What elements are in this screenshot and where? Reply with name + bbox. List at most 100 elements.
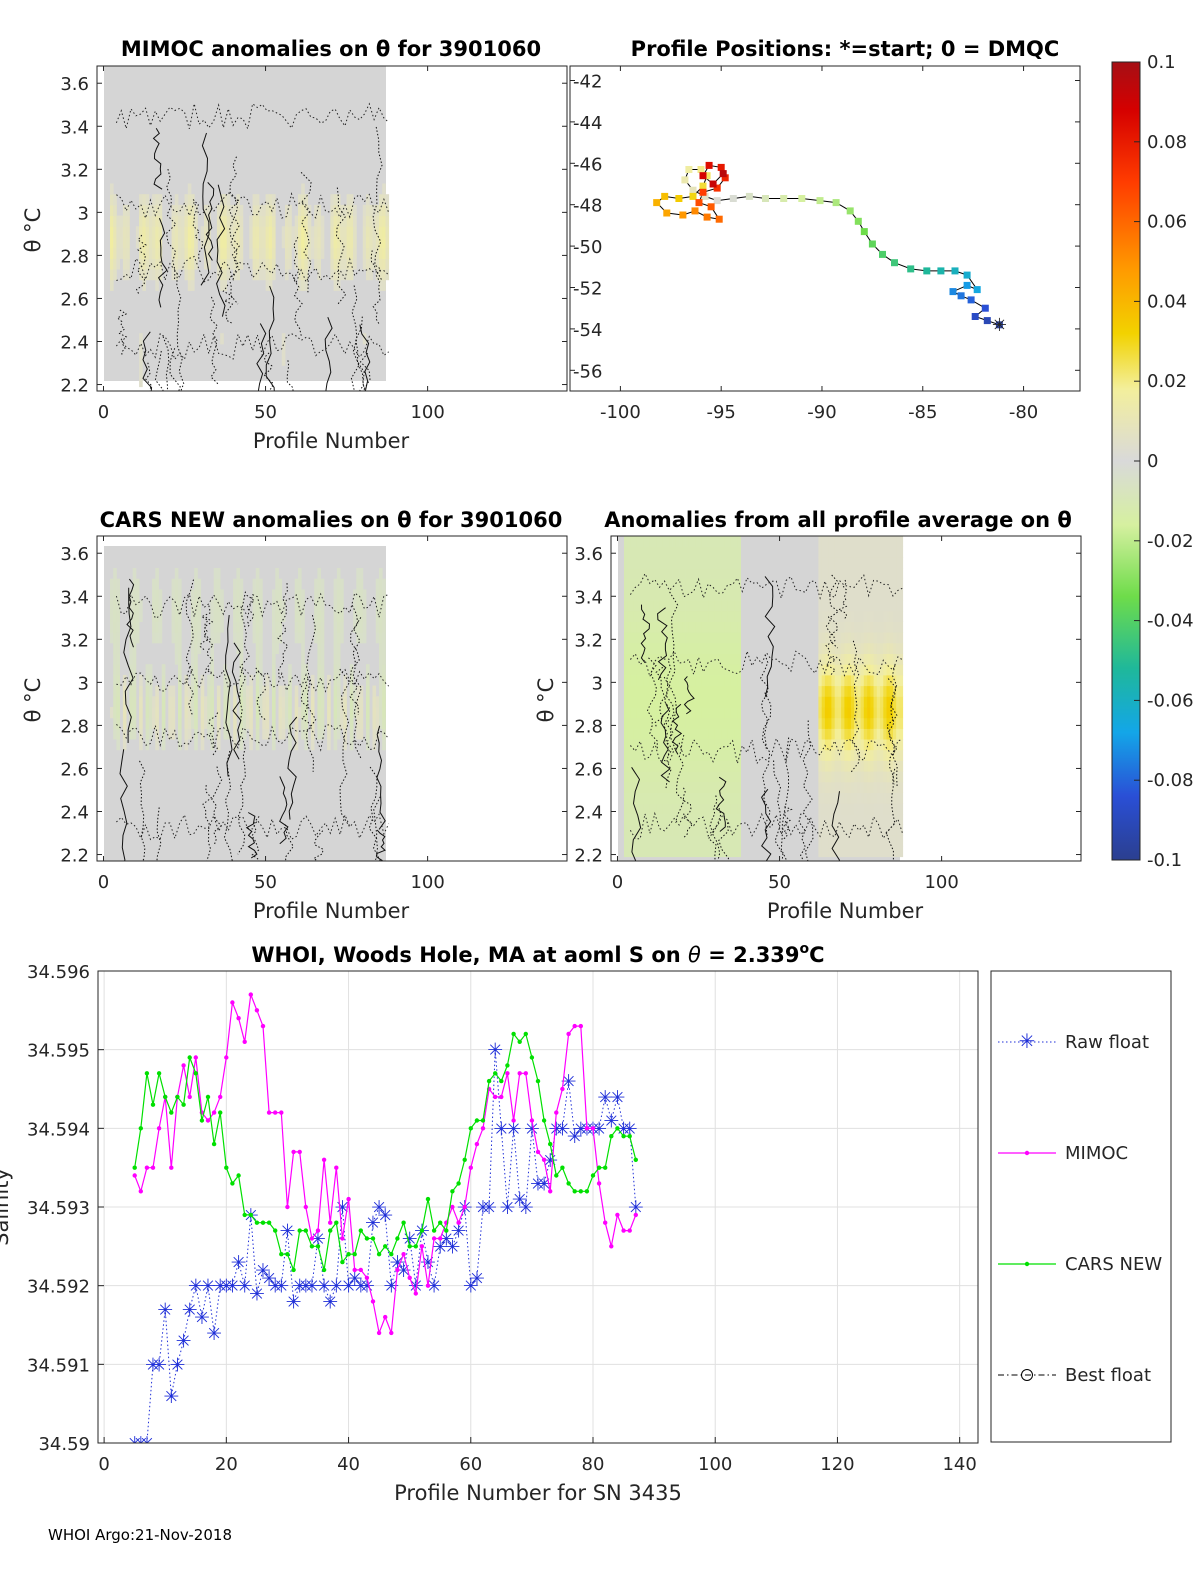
heat-cell [721,589,725,601]
heat-cell [824,610,829,622]
series-point-1 [309,1236,315,1241]
series-point-1 [535,1149,541,1155]
heat-cell [666,536,670,548]
heat-cell [850,568,855,580]
heat-cell [708,632,712,644]
heat-cell [666,578,670,590]
y-tick-label: 34.594 [27,1119,90,1140]
heat-cell [893,813,897,826]
mimoc-ylabel: θ °C [21,208,45,253]
heat-cell [216,215,221,227]
heat-cell [649,568,654,580]
heat-cell [304,226,308,238]
heat-cell [653,781,657,793]
heat-cell [110,226,114,238]
heat-cell [847,642,852,654]
contour-line [287,716,298,820]
heat-cell [705,621,709,633]
heat-cell [636,803,641,815]
heat-cell [122,696,127,708]
heat-cell [883,835,887,847]
heat-cell [627,835,631,847]
heat-cell [216,632,221,644]
heat-cell [730,578,735,590]
track-point [713,197,721,205]
series-point-1 [303,1204,308,1210]
series-point-1 [230,1000,235,1005]
heat-cell [886,685,891,697]
heat-cell [636,760,641,772]
raw-float-point: ✳ [279,1221,295,1243]
heat-cell [336,194,341,206]
heat-cell [724,621,728,633]
contour-line [200,132,210,286]
heat-cell [301,279,305,291]
heat-cell [659,621,664,633]
mimoc-cells [110,183,390,388]
heat-cell [688,824,693,836]
raw-float-point: ✳ [481,1197,497,1219]
heat-cell [669,557,673,569]
heat-cell [834,589,839,601]
heat-cell [844,824,848,836]
heat-cell [643,707,647,719]
heat-cell [285,204,289,217]
heat-cell [666,653,670,665]
heat-cell [886,546,891,558]
allprof-ylabel: θ °C [534,678,558,723]
heat-cell [259,653,263,665]
raw-float-point: ✳ [347,1268,363,1290]
series-point-2 [590,1173,596,1178]
heat-cell [627,803,631,815]
heat-cell [883,760,887,772]
heat-cell [314,226,318,238]
heat-cell [675,632,680,644]
heat-cell [372,696,377,708]
series-point-2 [303,1228,308,1233]
heat-cell [233,237,237,249]
heat-cell [653,717,657,729]
heat-cell [698,653,703,665]
contour-line [115,592,389,619]
heat-cell [889,568,894,580]
heat-cell [701,600,706,612]
heat-cell [698,685,703,697]
heat-cell [379,600,383,612]
heat-cell [818,813,822,826]
heat-cell [828,696,832,708]
heat-cell [688,696,693,708]
heat-cell [379,194,383,206]
heat-cell [278,685,283,697]
heat-cell [340,269,344,281]
heat-cell [880,824,884,836]
heat-cell [854,557,858,569]
heat-cell [685,653,690,665]
heat-cell [899,792,904,804]
heat-cell [178,226,182,238]
heat-cell [646,589,651,601]
heat-cell [636,771,641,783]
heat-cell [268,269,273,281]
heat-cell [653,600,657,612]
contour-line [228,156,240,265]
heat-cell [259,600,263,612]
contour-line [263,352,274,391]
heat-cell [708,621,712,633]
heat-cell [841,600,845,612]
heat-cell [724,749,728,761]
heat-cell [187,685,192,697]
series-point-1 [297,1149,302,1155]
heat-cell [330,226,334,238]
heat-cell [624,557,628,569]
heat-cell [191,707,195,719]
heat-cell [317,621,321,633]
heat-cell [643,728,647,740]
heat-cell [880,845,884,858]
heat-cell [734,792,738,804]
heat-cell [643,803,647,815]
heat-cell [893,824,897,836]
heat-cell [213,621,218,633]
x-tick-label: 60 [459,1454,482,1475]
heat-cell [730,728,735,740]
heat-cell [139,728,143,740]
